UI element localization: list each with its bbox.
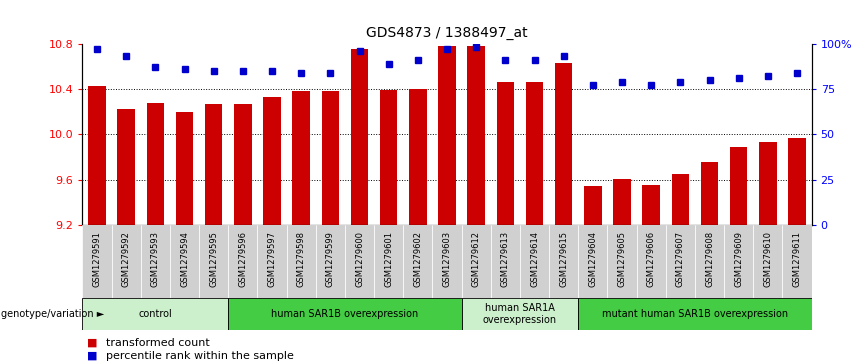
Bar [578,225,608,298]
Bar [345,225,374,298]
Bar [258,225,286,298]
Bar [555,63,572,225]
Text: GSM1279605: GSM1279605 [617,231,627,287]
Text: GSM1279614: GSM1279614 [530,231,539,287]
Text: GSM1279597: GSM1279597 [267,231,277,287]
Bar [760,142,777,225]
Bar [608,225,636,298]
Bar [636,225,666,298]
Text: GSM1279602: GSM1279602 [413,231,423,287]
Text: GSM1279606: GSM1279606 [647,231,655,287]
Text: GSM1279593: GSM1279593 [151,231,160,287]
Text: GSM1279603: GSM1279603 [443,231,451,287]
Text: human SAR1A
overexpression: human SAR1A overexpression [483,303,557,325]
Bar [117,109,135,225]
Text: GSM1279612: GSM1279612 [471,231,481,287]
Bar [176,112,194,225]
Bar [666,225,695,298]
Text: GSM1279613: GSM1279613 [501,231,510,287]
Bar [82,298,228,330]
Text: GSM1279591: GSM1279591 [93,231,102,287]
Text: GSM1279610: GSM1279610 [763,231,773,287]
Bar [642,185,660,225]
Text: mutant human SAR1B overexpression: mutant human SAR1B overexpression [602,309,788,319]
Bar [234,104,252,225]
Bar [432,225,462,298]
Bar [526,82,543,225]
Bar [409,89,426,225]
Bar [438,46,456,225]
Bar [462,225,490,298]
Text: control: control [139,309,172,319]
Bar [753,225,782,298]
Bar [82,225,112,298]
Bar [89,86,106,225]
Bar [468,46,485,225]
Bar [228,225,258,298]
Text: genotype/variation ►: genotype/variation ► [1,309,104,319]
Bar [695,225,724,298]
Text: GSM1279609: GSM1279609 [734,231,743,287]
Bar [199,225,228,298]
Bar [462,298,578,330]
Text: GSM1279615: GSM1279615 [559,231,569,287]
Bar [293,91,310,225]
Text: GSM1279600: GSM1279600 [355,231,364,287]
Text: ■: ■ [87,351,97,361]
Text: GSM1279607: GSM1279607 [676,231,685,287]
Text: transformed count: transformed count [106,338,210,348]
Bar [578,298,812,330]
Text: GSM1279596: GSM1279596 [239,231,247,287]
Bar [404,225,432,298]
Bar [316,225,345,298]
Text: GSM1279592: GSM1279592 [122,231,131,287]
Text: GSM1279611: GSM1279611 [792,231,801,287]
Bar [788,138,806,225]
Text: GSM1279601: GSM1279601 [385,231,393,287]
Text: GSM1279608: GSM1279608 [705,231,714,287]
Title: GDS4873 / 1388497_at: GDS4873 / 1388497_at [366,26,528,40]
Text: ■: ■ [87,338,97,348]
Bar [322,91,339,225]
Bar [351,49,368,225]
Bar [584,187,602,225]
Text: GSM1279598: GSM1279598 [297,231,306,287]
Bar [112,225,141,298]
Text: GSM1279604: GSM1279604 [589,231,597,287]
Bar [263,97,280,225]
Bar [614,179,631,225]
Bar [141,225,170,298]
Bar [496,82,514,225]
Bar [549,225,578,298]
Text: GSM1279599: GSM1279599 [326,231,335,287]
Bar [147,102,164,225]
Text: human SAR1B overexpression: human SAR1B overexpression [272,309,418,319]
Bar [490,225,520,298]
Bar [374,225,404,298]
Text: GSM1279595: GSM1279595 [209,231,218,287]
Bar [520,225,549,298]
Bar [730,147,747,225]
Bar [724,225,753,298]
Bar [170,225,199,298]
Bar [228,298,462,330]
Bar [286,225,316,298]
Text: GSM1279594: GSM1279594 [180,231,189,287]
Bar [782,225,812,298]
Bar [672,174,689,225]
Bar [700,162,718,225]
Bar [380,90,398,225]
Bar [205,104,222,225]
Text: percentile rank within the sample: percentile rank within the sample [106,351,293,361]
